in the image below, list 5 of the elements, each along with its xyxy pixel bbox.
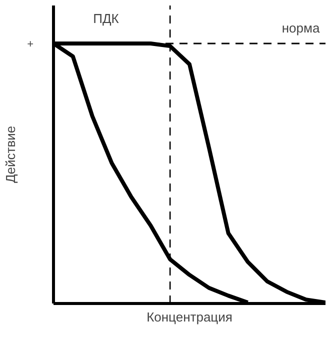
x-axis-title: Концентрация xyxy=(146,310,232,324)
y-axis-title: Действие xyxy=(3,126,18,184)
ref-line-label: норма xyxy=(282,20,320,36)
text: ПДК xyxy=(93,11,120,26)
text: + xyxy=(27,38,34,50)
